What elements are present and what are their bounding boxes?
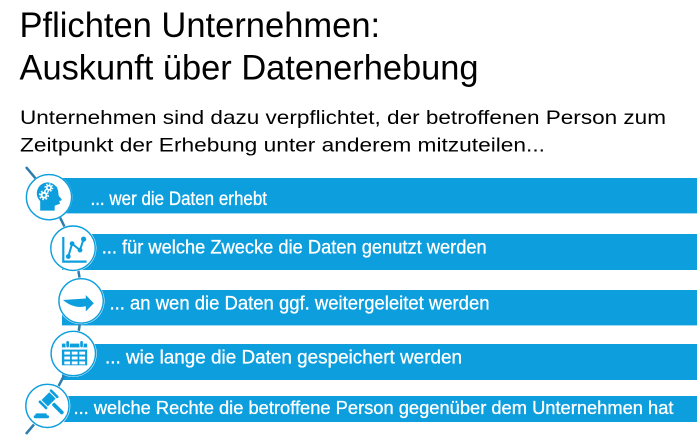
svg-text:... für welche Zwecke die Date: ... für welche Zwecke die Daten genutzt … (102, 237, 487, 259)
svg-text:Auskunft über Datenerhebung: Auskunft über Datenerhebung (20, 47, 479, 87)
svg-text:... welche Rechte die betroffe: ... welche Rechte die betroffene Person … (74, 398, 674, 418)
svg-text:Zeitpunkt der Erhebung unter a: Zeitpunkt der Erhebung unter anderem mit… (20, 135, 545, 157)
svg-text:... an wen die Daten ggf. weit: ... an wen die Daten ggf. weitergeleitet… (110, 292, 490, 314)
svg-text:... wer die Daten erhebt: ... wer die Daten erhebt (91, 188, 268, 210)
svg-text:Unternehmen sind dazu verpflic: Unternehmen sind dazu verpflichtet, der … (20, 107, 666, 129)
svg-text:... wie lange die Daten gespei: ... wie lange die Daten gespeichert werd… (105, 346, 462, 368)
svg-text:Pflichten Unternehmen:: Pflichten Unternehmen: (20, 5, 381, 45)
